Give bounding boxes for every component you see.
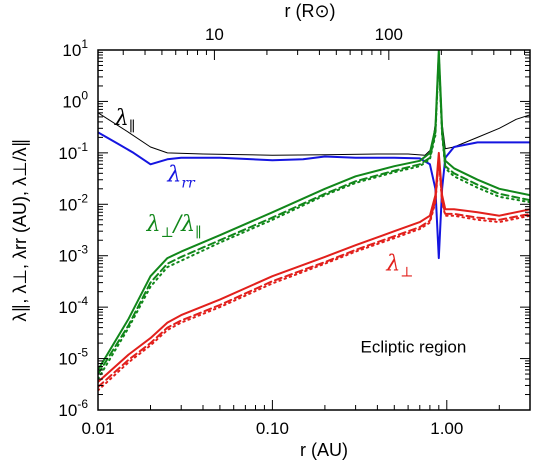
series-label-lambda-parallel: λ∥ — [114, 106, 135, 135]
series-label-lambda-perp: λ⊥ — [385, 251, 413, 280]
y-tick-label: 10-5 — [58, 346, 88, 369]
labels-layer: 0.01 0.10 1.00 10 100 10-6 10-5 10-4 10-3 10-2 10-… — [58, 25, 463, 438]
plot-frame — [97, 49, 531, 411]
y-tick-label: 10-6 — [58, 397, 88, 420]
y-tick-label: 10-2 — [58, 191, 88, 214]
x2-axis-title: r (R⊙) — [284, 1, 335, 21]
series-line-1 — [98, 131, 530, 260]
y-tick-label: 10-4 — [58, 294, 88, 317]
series-line-2 — [98, 50, 530, 371]
ticks-layer — [97, 49, 531, 411]
y-axis-title: λ∥, λ⊥, λrr (AU), λ⊥/λ∥ — [10, 138, 30, 321]
series-line-4 — [98, 57, 530, 380]
y-tick-label: 100 — [62, 88, 88, 111]
y-tick-label: 101 — [62, 37, 88, 60]
series-line-3 — [98, 54, 530, 376]
x2-tick-label: 10 — [205, 25, 224, 44]
x-tick-label: 0.01 — [81, 419, 114, 438]
series-layer — [98, 50, 530, 392]
x-tick-label: 1.00 — [430, 419, 463, 438]
series-label-lambda-rr: λrr — [166, 162, 196, 191]
series-label-ratio: λ⊥/λ∥ — [146, 212, 202, 241]
y-tick-label: 10-1 — [58, 140, 88, 163]
series-line-5 — [98, 151, 530, 383]
annotation-ecliptic-region: Ecliptic region — [360, 338, 466, 357]
series-line-0 — [98, 50, 530, 156]
y-tick-label: 10-3 — [58, 243, 88, 266]
x-axis-title: r (AU) — [300, 440, 348, 460]
series-line-6 — [98, 156, 530, 388]
series-line-7 — [98, 159, 530, 392]
x-tick-label: 0.10 — [256, 419, 289, 438]
x2-tick-label: 100 — [375, 25, 403, 44]
